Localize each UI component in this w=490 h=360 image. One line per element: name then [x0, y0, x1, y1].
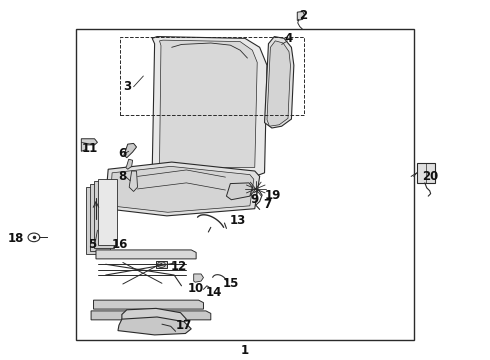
Text: 6: 6 — [119, 147, 127, 159]
Text: 7: 7 — [264, 198, 271, 211]
Polygon shape — [118, 317, 191, 335]
Text: 9: 9 — [251, 193, 259, 206]
Polygon shape — [111, 166, 254, 212]
Polygon shape — [126, 159, 133, 169]
Text: 12: 12 — [171, 260, 187, 273]
Polygon shape — [297, 12, 305, 21]
Polygon shape — [91, 311, 211, 320]
Polygon shape — [267, 41, 291, 126]
Polygon shape — [194, 274, 203, 282]
Polygon shape — [96, 250, 196, 259]
Polygon shape — [159, 40, 257, 167]
Polygon shape — [417, 163, 435, 183]
Polygon shape — [156, 261, 167, 268]
Bar — [121, 37, 304, 116]
Text: 2: 2 — [299, 9, 308, 22]
Polygon shape — [152, 37, 267, 176]
Polygon shape — [90, 184, 110, 251]
Polygon shape — [122, 309, 186, 326]
Text: 17: 17 — [175, 319, 192, 332]
Text: 1: 1 — [241, 344, 249, 357]
Polygon shape — [226, 183, 252, 200]
Bar — [76, 30, 414, 339]
Text: 16: 16 — [112, 238, 128, 251]
Text: 8: 8 — [119, 170, 127, 183]
Polygon shape — [94, 300, 203, 309]
Polygon shape — [86, 187, 106, 253]
Text: 11: 11 — [82, 142, 98, 155]
Polygon shape — [81, 139, 98, 151]
Text: 20: 20 — [422, 170, 438, 183]
Polygon shape — [129, 171, 138, 192]
Text: 5: 5 — [88, 238, 96, 251]
Polygon shape — [106, 162, 260, 216]
Text: 10: 10 — [187, 282, 203, 295]
Text: 3: 3 — [123, 80, 132, 93]
Text: 4: 4 — [285, 32, 293, 45]
Text: 15: 15 — [223, 278, 240, 291]
Text: 19: 19 — [265, 189, 281, 202]
Polygon shape — [94, 181, 114, 248]
Text: 13: 13 — [229, 214, 245, 227]
Polygon shape — [98, 179, 118, 245]
Polygon shape — [265, 37, 294, 128]
Text: 18: 18 — [8, 231, 24, 244]
Text: 14: 14 — [206, 287, 222, 300]
Polygon shape — [124, 143, 137, 158]
